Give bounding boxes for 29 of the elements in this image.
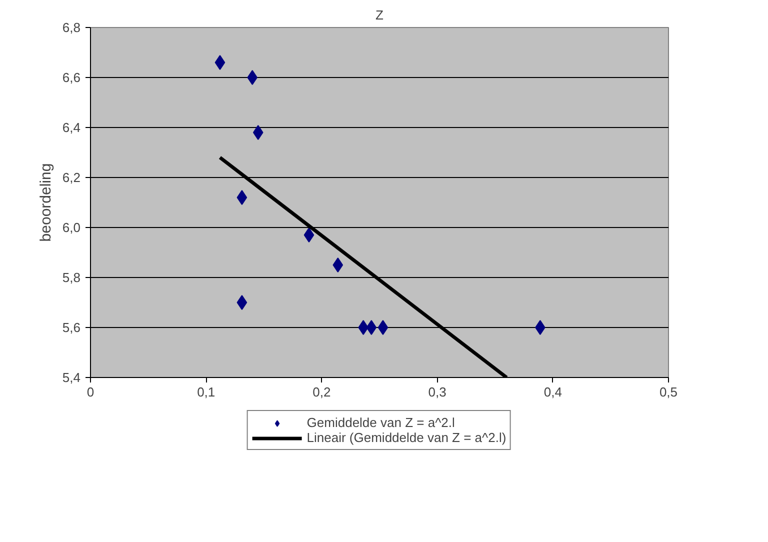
point [366, 320, 377, 335]
point [252, 125, 264, 140]
y-tick-label: 6,6 [62, 70, 81, 85]
point [236, 295, 248, 310]
y-tick-label: 5,8 [62, 270, 81, 285]
y-tick-label: 6,2 [62, 170, 81, 185]
point [535, 320, 546, 335]
y-tick-label: 5,4 [62, 370, 81, 385]
y-tick-label: 6,0 [62, 220, 81, 235]
point [332, 258, 344, 272]
point [304, 228, 314, 242]
point [214, 55, 226, 70]
legend-label: Lineair (Gemiddelde van Z = a^2.l) [306, 430, 506, 445]
point [378, 320, 388, 335]
legend-label: Gemiddelde van Z = a^2.l [306, 415, 455, 430]
x-tick-label: 0,3 [428, 384, 446, 400]
x-tick-label: 0,5 [659, 384, 678, 400]
point [247, 70, 258, 85]
y-tick-label: 6,8 [62, 20, 81, 35]
x-tick-label: 0,1 [197, 384, 216, 400]
y-axis-title: beoordeling [37, 163, 54, 242]
point [236, 190, 248, 205]
x-tick-label: 0 [86, 384, 94, 400]
chart-title: Z [376, 8, 384, 22]
x-tick-label: 0,2 [312, 384, 331, 400]
y-tick-label: 5,6 [62, 320, 81, 335]
y-tick-label: 6,4 [62, 120, 81, 135]
point [358, 320, 368, 335]
x-tick-label: 0,4 [544, 384, 562, 400]
